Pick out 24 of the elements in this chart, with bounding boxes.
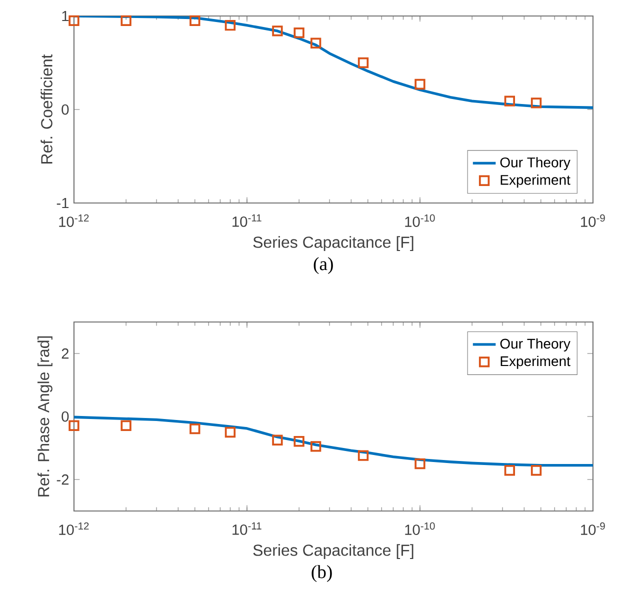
legend-label: Our Theory <box>500 338 570 352</box>
y-axis-title: Ref. Coefficient <box>40 54 52 164</box>
legend-label: Our Theory <box>500 157 570 170</box>
x-tick-label: 10$^{-9}$ <box>581 214 605 227</box>
legend-label: Experiment <box>500 356 570 369</box>
x-tick-label: 10$^{-11}$ <box>232 214 262 227</box>
y-axis-title: Ref. Phase Angle [rad] <box>37 336 52 496</box>
text: (a) <box>314 257 333 274</box>
y-tick-label: 0 <box>62 411 69 422</box>
legend-label: Experiment <box>500 174 570 188</box>
y-tick-label: 2 <box>62 348 69 359</box>
x-axis-title: Series Capacitance [F] <box>253 236 414 252</box>
y-tick-label: -2 <box>56 474 69 485</box>
x-tick-label: 10$^{-12}$ <box>59 522 89 535</box>
x-tick-label: 10$^{-10}$ <box>405 214 435 227</box>
x-tick-label: 10$^{-12}$ <box>59 214 89 227</box>
x-tick-label: 10$^{-9}$ <box>581 522 605 535</box>
y-tick-label: 0 <box>62 104 69 115</box>
y-tick-label: -1 <box>56 198 69 208</box>
x-axis-title: Series Capacitance [F] <box>253 544 414 560</box>
y-tick-label: 1 <box>62 10 69 22</box>
text: (b) <box>312 565 332 582</box>
x-tick-label: 10$^{-11}$ <box>232 522 262 535</box>
x-tick-label: 10$^{-10}$ <box>405 522 435 535</box>
